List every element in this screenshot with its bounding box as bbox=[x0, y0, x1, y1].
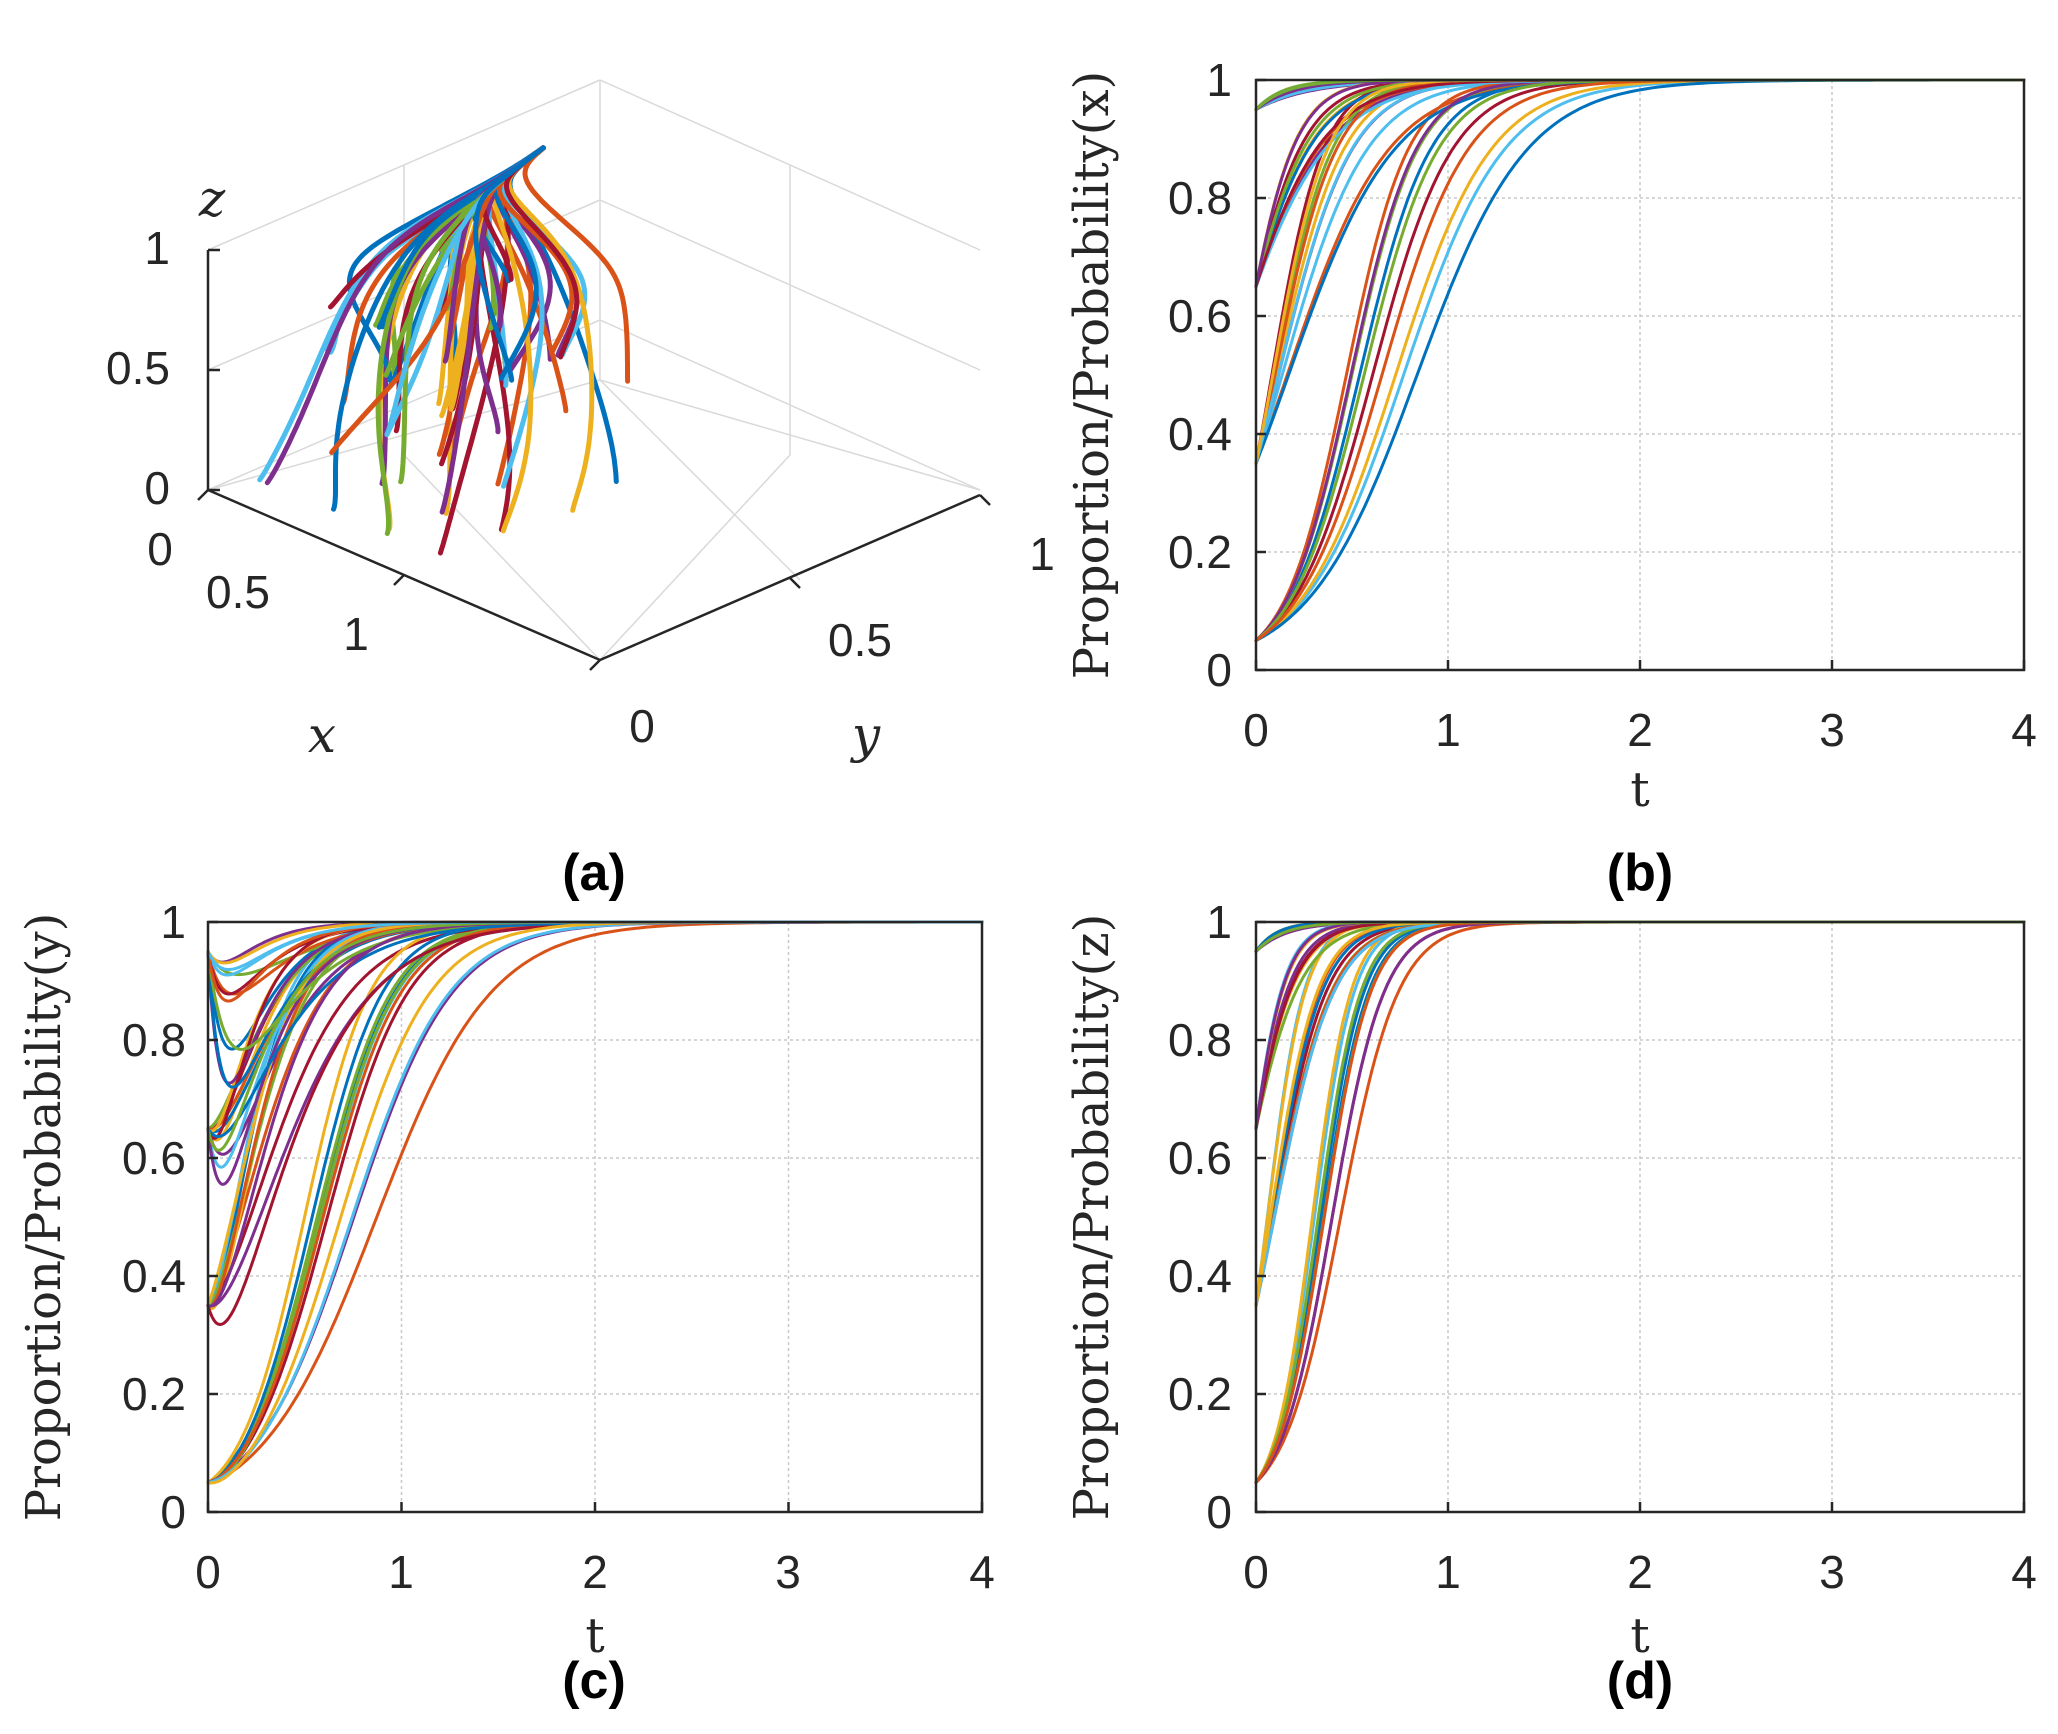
panel-c-ytick-0.4: 0.4 bbox=[122, 1250, 186, 1302]
panel-c-ytick-0.6: 0.6 bbox=[122, 1132, 186, 1184]
panel-b-yticks: 0 0.2 0.4 0.6 0.8 1 bbox=[1168, 54, 1232, 696]
panel-b-ytick-0.6: 0.6 bbox=[1168, 290, 1232, 342]
panel-c-ytick-0.8: 0.8 bbox=[122, 1014, 186, 1066]
panel-a-zlabel: z bbox=[198, 170, 226, 228]
panel-c-xtick-2: 2 bbox=[582, 1546, 608, 1598]
panel-b-ytick-1: 1 bbox=[1206, 54, 1232, 106]
panel-b-ytick-0.8: 0.8 bbox=[1168, 172, 1232, 224]
panel-b-xtick-1: 1 bbox=[1435, 704, 1461, 756]
panel-b-xtick-0: 0 bbox=[1243, 704, 1269, 756]
panel-a-trajectory-43 bbox=[522, 145, 631, 384]
panel-b-chart: 0 0.2 0.4 0.6 0.8 1 0 1 2 3 4 t Proporti… bbox=[1064, 54, 2037, 902]
panel-d-xticks: 0 1 2 3 4 bbox=[1243, 1546, 2037, 1598]
panel-b-xticks: 0 1 2 3 4 bbox=[1243, 704, 2037, 756]
panel-c-ytick-0.2: 0.2 bbox=[122, 1368, 186, 1420]
panel-d-ytick-1: 1 bbox=[1206, 896, 1232, 948]
panel-a-ylabel: y bbox=[850, 706, 881, 764]
panel-a-z-tick-0.5: 0.5 bbox=[106, 342, 170, 394]
panel-c-tick-marks bbox=[206, 920, 984, 1514]
panel-c-xtick-0: 0 bbox=[195, 1546, 221, 1598]
panel-a-y-tick-1: 1 bbox=[1029, 528, 1055, 580]
panel-b-ytick-0: 0 bbox=[1206, 644, 1232, 696]
panel-a-3d-chart: 1 0.5 0 0 0.5 1 0 0.5 1 z x y (a) bbox=[106, 79, 1055, 902]
panel-b-ytick-0.4: 0.4 bbox=[1168, 408, 1232, 460]
panel-b-xlabel: t bbox=[1630, 762, 1649, 818]
panel-d-xtick-2: 2 bbox=[1627, 1546, 1653, 1598]
panel-d-xtick-0: 0 bbox=[1243, 1546, 1269, 1598]
panel-d-ytick-0.2: 0.2 bbox=[1168, 1368, 1232, 1420]
panel-d-ytick-0.4: 0.4 bbox=[1168, 1250, 1232, 1302]
panel-d-xtick-3: 3 bbox=[1819, 1546, 1845, 1598]
panel-a-y-axis bbox=[599, 493, 981, 662]
panel-d-label: (d) bbox=[1607, 1652, 1673, 1710]
panel-d-xtick-1: 1 bbox=[1435, 1546, 1461, 1598]
panel-d-ytick-0.6: 0.6 bbox=[1168, 1132, 1232, 1184]
panel-c-chart: 0 0.2 0.4 0.6 0.8 1 0 1 2 3 4 t Proporti… bbox=[16, 896, 995, 1710]
panel-a-trajectory-63 bbox=[473, 145, 546, 383]
panel-d-yticks: 0 0.2 0.4 0.6 0.8 1 bbox=[1168, 896, 1232, 1538]
panel-c-yticks: 0 0.2 0.4 0.6 0.8 1 bbox=[122, 896, 186, 1538]
panel-c-label: (c) bbox=[562, 1652, 626, 1710]
panel-d-ytick-0.8: 0.8 bbox=[1168, 1014, 1232, 1066]
panel-a-label: (a) bbox=[562, 844, 626, 902]
panel-b-label: (b) bbox=[1607, 844, 1673, 902]
panel-c-xtick-1: 1 bbox=[388, 1546, 414, 1598]
panel-a-x-tick-1: 1 bbox=[343, 608, 369, 660]
panel-b-xtick-2: 2 bbox=[1627, 704, 1653, 756]
panel-c-ytick-1: 1 bbox=[160, 896, 186, 948]
panel-a-xlabel: x bbox=[308, 706, 336, 764]
panel-c-ytick-0: 0 bbox=[160, 1486, 186, 1538]
panel-a-tick-marks bbox=[197, 248, 991, 671]
panel-b-ytick-0.2: 0.2 bbox=[1168, 526, 1232, 578]
panel-d-ylabel: Proportion/Probability(z) bbox=[1064, 914, 1120, 1521]
panel-a-x-tick-0: 0 bbox=[147, 523, 173, 575]
panel-b-tick-marks bbox=[1254, 78, 2026, 672]
panel-a-y-tick-0: 0 bbox=[629, 700, 655, 752]
panel-c-xtick-4: 4 bbox=[969, 1546, 995, 1598]
panel-b-xtick-4: 4 bbox=[2011, 704, 2037, 756]
panel-a-grid bbox=[207, 79, 981, 661]
panel-a-x-tick-0.5: 0.5 bbox=[206, 566, 270, 618]
panel-c-xtick-3: 3 bbox=[775, 1546, 801, 1598]
panel-a-trajectories bbox=[257, 145, 631, 556]
panel-d-chart: 0 0.2 0.4 0.6 0.8 1 0 1 2 3 4 t Proporti… bbox=[1064, 896, 2037, 1710]
panel-b-ylabel: Proportion/Probability(x) bbox=[1064, 71, 1120, 680]
panel-a-y-tick-0.5: 0.5 bbox=[828, 614, 892, 666]
panel-d-xlabel: t bbox=[1630, 1608, 1649, 1664]
panel-c-xticks: 0 1 2 3 4 bbox=[195, 1546, 995, 1598]
panel-d-ytick-0: 0 bbox=[1206, 1486, 1232, 1538]
panel-d-xtick-4: 4 bbox=[2011, 1546, 2037, 1598]
panel-a-z-tick-0: 0 bbox=[144, 462, 170, 514]
panel-c-ylabel: Proportion/Probability(y) bbox=[16, 913, 72, 1522]
panel-c-xlabel: t bbox=[585, 1608, 604, 1664]
panel-d-tick-marks bbox=[1254, 920, 2026, 1514]
panel-b-xtick-3: 3 bbox=[1819, 704, 1845, 756]
panel-a-z-tick-1: 1 bbox=[144, 222, 170, 274]
panel-d-grid bbox=[1256, 922, 2024, 1512]
